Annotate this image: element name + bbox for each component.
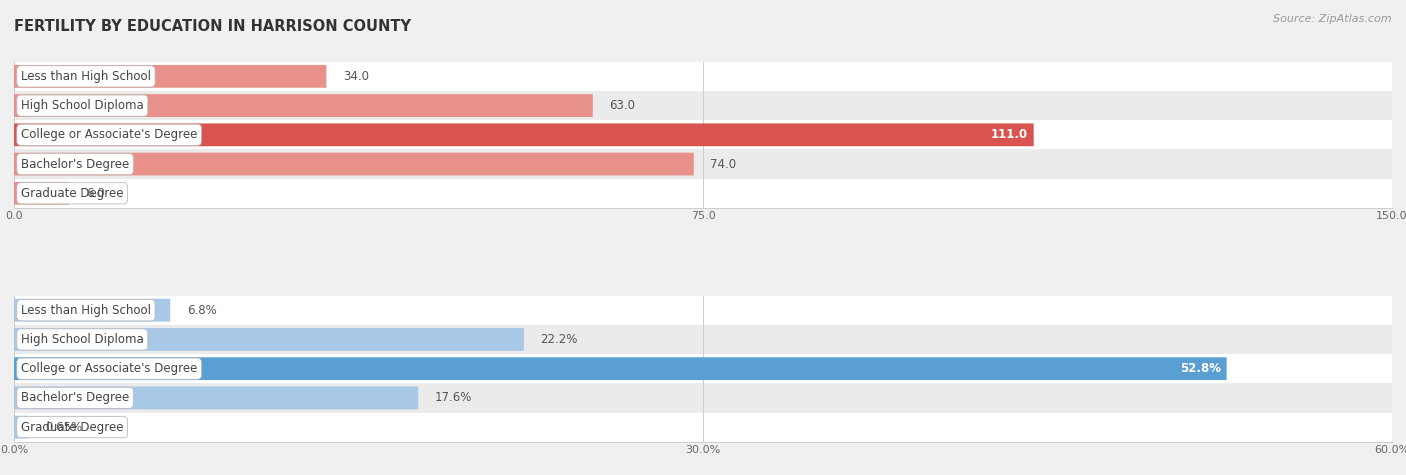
Text: Less than High School: Less than High School [21, 304, 150, 317]
FancyBboxPatch shape [14, 182, 69, 205]
Text: 0.65%: 0.65% [45, 421, 83, 434]
Text: 111.0: 111.0 [991, 128, 1028, 142]
Bar [13, 412, 1393, 442]
Text: 34.0: 34.0 [343, 70, 368, 83]
Text: 52.8%: 52.8% [1180, 362, 1220, 375]
Bar [13, 150, 1393, 179]
Text: High School Diploma: High School Diploma [21, 333, 143, 346]
FancyBboxPatch shape [14, 357, 1226, 380]
Bar [13, 295, 1393, 325]
Bar [13, 354, 1393, 383]
Bar [13, 383, 1393, 412]
Text: Graduate Degree: Graduate Degree [21, 421, 124, 434]
Text: College or Associate's Degree: College or Associate's Degree [21, 128, 197, 142]
Text: 6.0: 6.0 [86, 187, 104, 200]
Bar [13, 325, 1393, 354]
Text: Graduate Degree: Graduate Degree [21, 187, 124, 200]
Text: 22.2%: 22.2% [540, 333, 578, 346]
Bar [13, 62, 1393, 91]
Bar [13, 120, 1393, 150]
Text: Less than High School: Less than High School [21, 70, 150, 83]
FancyBboxPatch shape [14, 416, 30, 438]
FancyBboxPatch shape [14, 152, 693, 175]
Text: Bachelor's Degree: Bachelor's Degree [21, 391, 129, 404]
Text: 6.8%: 6.8% [187, 304, 217, 317]
FancyBboxPatch shape [14, 94, 593, 117]
FancyBboxPatch shape [14, 387, 418, 409]
Text: High School Diploma: High School Diploma [21, 99, 143, 112]
FancyBboxPatch shape [14, 299, 170, 322]
Text: Bachelor's Degree: Bachelor's Degree [21, 158, 129, 171]
Text: College or Associate's Degree: College or Associate's Degree [21, 362, 197, 375]
FancyBboxPatch shape [14, 328, 524, 351]
Text: Source: ZipAtlas.com: Source: ZipAtlas.com [1274, 14, 1392, 24]
Text: 74.0: 74.0 [710, 158, 737, 171]
Text: 63.0: 63.0 [609, 99, 636, 112]
Bar [13, 91, 1393, 120]
Bar [13, 179, 1393, 208]
Text: FERTILITY BY EDUCATION IN HARRISON COUNTY: FERTILITY BY EDUCATION IN HARRISON COUNT… [14, 19, 411, 34]
Text: 17.6%: 17.6% [434, 391, 472, 404]
FancyBboxPatch shape [14, 124, 1033, 146]
FancyBboxPatch shape [14, 65, 326, 88]
